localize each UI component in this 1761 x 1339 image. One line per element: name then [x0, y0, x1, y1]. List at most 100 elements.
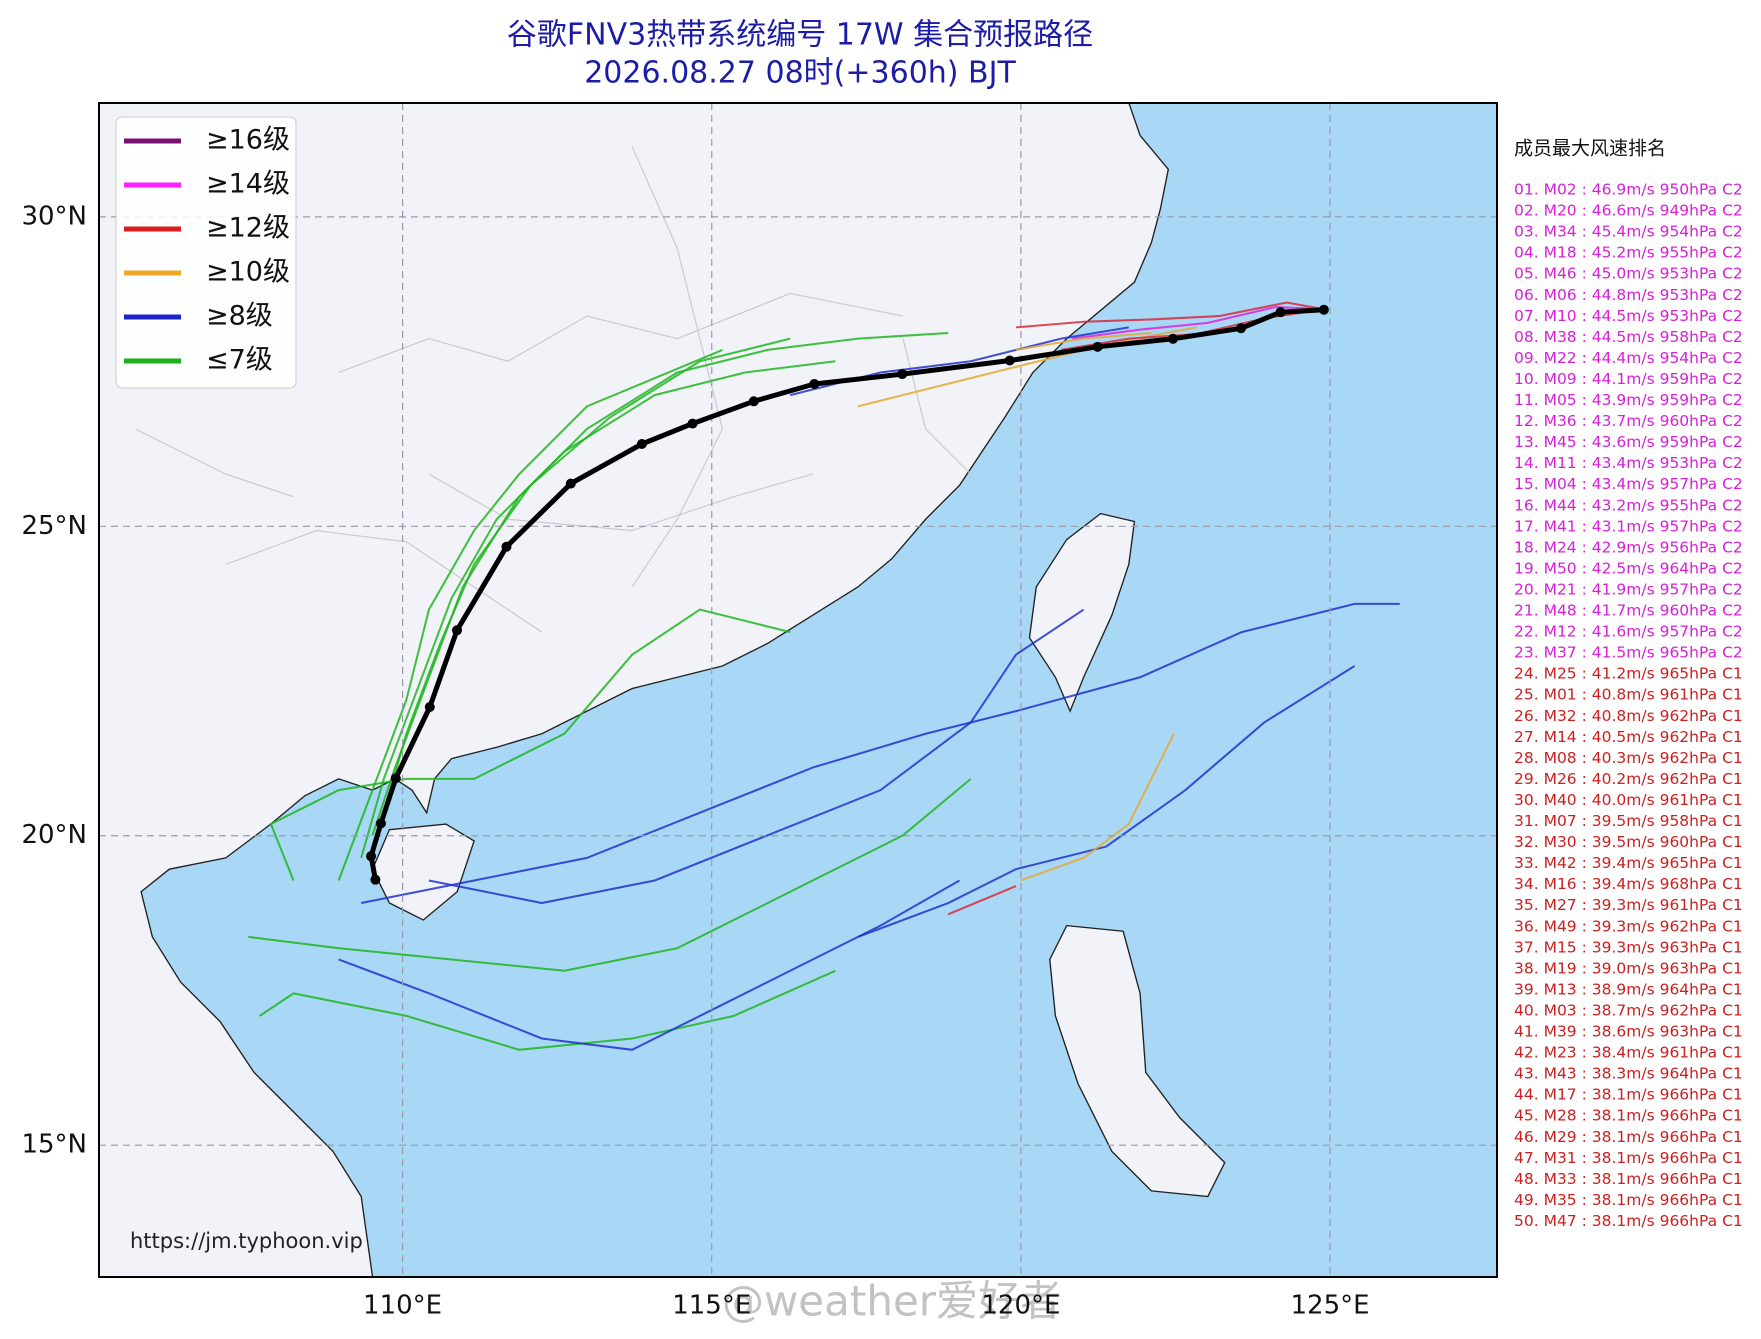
legend-label: ≤7级: [206, 345, 273, 376]
y-tick-label: 15°N: [21, 1130, 87, 1160]
map-frame: [98, 102, 1498, 1278]
mean-track-point: [1318, 304, 1329, 315]
luzon: [1049, 924, 1226, 1198]
ranking-item: 15. M04 : 43.4m/s 957hPa C2: [1514, 475, 1743, 493]
legend-label: ≥16级: [206, 125, 290, 156]
ranking-item: 33. M42 : 39.4m/s 965hPa C1: [1514, 854, 1743, 872]
province-borders: [135, 146, 972, 633]
ranking-item: 19. M50 : 42.5m/s 964hPa C2: [1514, 559, 1743, 577]
ranking-item: 08. M38 : 44.5m/s 958hPa C2: [1514, 328, 1743, 346]
ranking-item: 50. M47 : 38.1m/s 966hPa C1: [1514, 1212, 1743, 1230]
ranking-item: 14. M11 : 43.4m/s 953hPa C2: [1514, 454, 1743, 472]
x-tick-label: 120°E: [981, 1291, 1060, 1321]
ranking-item: 07. M10 : 44.5m/s 953hPa C2: [1514, 307, 1743, 325]
ranking-item: 26. M32 : 40.8m/s 962hPa C1: [1514, 707, 1743, 725]
mean-track-point: [636, 438, 647, 449]
ranking-item: 21. M48 : 41.7m/s 960hPa C2: [1514, 602, 1743, 620]
map-area: [99, 103, 1497, 1277]
mean-track-point: [501, 541, 512, 552]
ranking-item: 10. M09 : 44.1m/s 959hPa C2: [1514, 370, 1743, 388]
ranking-item: 30. M40 : 40.0m/s 961hPa C1: [1514, 791, 1743, 809]
taiwan: [1028, 512, 1136, 713]
ranking-item: 04. M18 : 45.2m/s 955hPa C2: [1514, 244, 1743, 262]
ranking-item: 34. M16 : 39.4m/s 968hPa C1: [1514, 875, 1743, 893]
ranking-item: 17. M41 : 43.1m/s 957hPa C2: [1514, 517, 1743, 535]
legend: ≥16级 ≥14级 ≥12级 ≥10级 ≥8级 ≤7级: [115, 116, 297, 389]
legend-label: ≥14级: [206, 169, 290, 200]
mean-track-point: [1168, 333, 1179, 344]
mean-track-point: [366, 851, 377, 862]
x-tick-label: 115°E: [672, 1291, 751, 1321]
ranking-item: 41. M39 : 38.6m/s 963hPa C1: [1514, 1023, 1743, 1041]
ranking-item: 18. M24 : 42.9m/s 956hPa C2: [1514, 538, 1743, 556]
ranking-item: 49. M35 : 38.1m/s 966hPa C1: [1514, 1191, 1743, 1209]
ranking-item: 37. M15 : 39.3m/s 963hPa C1: [1514, 938, 1743, 956]
ranking-item: 05. M46 : 45.0m/s 953hPa C2: [1514, 265, 1743, 283]
ranking-item: 48. M33 : 38.1m/s 966hPa C1: [1514, 1170, 1743, 1188]
ranking-item: 42. M23 : 38.4m/s 961hPa C1: [1514, 1044, 1743, 1062]
ranking-item: 39. M13 : 38.9m/s 964hPa C1: [1514, 980, 1743, 998]
mean-track-point: [452, 625, 463, 636]
ranking-item: 22. M12 : 41.6m/s 957hPa C2: [1514, 623, 1743, 641]
ranking-item: 28. M08 : 40.3m/s 962hPa C1: [1514, 749, 1743, 767]
ranking-item: 36. M49 : 39.3m/s 962hPa C1: [1514, 917, 1743, 935]
ranking-item: 13. M45 : 43.6m/s 959hPa C2: [1514, 433, 1743, 451]
mean-track-point: [687, 418, 698, 429]
mean-track-point: [897, 369, 908, 380]
mean-track-point: [375, 818, 386, 829]
mean-track: [366, 304, 1329, 885]
watermark: @weather爱好者: [722, 1277, 1062, 1326]
ranking-item: 46. M29 : 38.1m/s 966hPa C1: [1514, 1128, 1743, 1146]
ranking-item: 09. M22 : 44.4m/s 954hPa C2: [1514, 349, 1743, 367]
ranking-list: 01. M02 : 46.9m/s 950hPa C2 02. M20 : 46.…: [1514, 181, 1743, 1230]
mean-track-point: [809, 378, 820, 389]
ranking-item: 40. M03 : 38.7m/s 962hPa C1: [1514, 1001, 1743, 1019]
ranking-item: 43. M43 : 38.3m/s 964hPa C1: [1514, 1065, 1743, 1083]
title: 谷歌FNV3热带系统编号 17W 集合预报路径: [507, 18, 1093, 53]
subtitle: 2026.08.27 08时(+360h) BJT: [584, 56, 1016, 91]
y-tick-label: 25°N: [21, 511, 87, 541]
ranking-item: 25. M01 : 40.8m/s 961hPa C1: [1514, 686, 1743, 704]
mean-track-point: [565, 478, 576, 489]
ranking-item: 35. M27 : 39.3m/s 961hPa C1: [1514, 896, 1743, 914]
ranking-item: 06. M06 : 44.8m/s 953hPa C2: [1514, 286, 1743, 304]
mean-track-point: [1275, 307, 1286, 318]
x-tick-label: 110°E: [363, 1291, 442, 1321]
legend-label: ≥8级: [206, 301, 273, 332]
mean-track-point: [424, 702, 435, 713]
legend-label: ≥10级: [206, 257, 290, 288]
mean-track-point: [1092, 341, 1103, 352]
legend-label: ≥12级: [206, 213, 290, 244]
mean-track-point: [1004, 355, 1015, 366]
ranking-item: 44. M17 : 38.1m/s 966hPa C1: [1514, 1086, 1743, 1104]
ranking-item: 31. M07 : 39.5m/s 958hPa C1: [1514, 812, 1743, 830]
geography: [99, 103, 1400, 1277]
mean-track-point: [1236, 323, 1247, 334]
ranking-item: 02. M20 : 46.6m/s 949hPa C2: [1514, 202, 1743, 220]
ranking-item: 16. M44 : 43.2m/s 955hPa C2: [1514, 496, 1743, 514]
ranking-item: 38. M19 : 39.0m/s 963hPa C1: [1514, 959, 1743, 977]
ranking-item: 11. M05 : 43.9m/s 959hPa C2: [1514, 391, 1743, 409]
y-tick-label: 20°N: [21, 820, 87, 850]
ranking-item: 29. M26 : 40.2m/s 962hPa C1: [1514, 770, 1743, 788]
ranking-item: 23. M37 : 41.5m/s 965hPa C2: [1514, 644, 1743, 662]
mean-track-point: [748, 396, 759, 407]
ranking-item: 20. M21 : 41.9m/s 957hPa C2: [1514, 580, 1743, 598]
ensemble-tracks: [248, 301, 1400, 1051]
ranking-item: 12. M36 : 43.7m/s 960hPa C2: [1514, 412, 1743, 430]
ranking-item: 27. M14 : 40.5m/s 962hPa C1: [1514, 728, 1743, 746]
source-url: https://jm.typhoon.vip: [130, 1229, 363, 1253]
ranking-item: 24. M25 : 41.2m/s 965hPa C1: [1514, 665, 1743, 683]
ranking-item: 45. M28 : 38.1m/s 966hPa C1: [1514, 1107, 1743, 1125]
ranking-item: 01. M02 : 46.9m/s 950hPa C2: [1514, 181, 1743, 199]
ranking-title: 成员最大风速排名: [1514, 138, 1666, 160]
ranking-item: 32. M30 : 39.5m/s 960hPa C1: [1514, 833, 1743, 851]
ranking-item: 47. M31 : 38.1m/s 966hPa C1: [1514, 1149, 1743, 1167]
mean-track-point: [390, 773, 401, 784]
mean-track-point: [370, 874, 381, 885]
x-tick-label: 125°E: [1291, 1291, 1370, 1321]
grid: [99, 103, 1497, 1277]
ranking-item: 03. M34 : 45.4m/s 954hPa C2: [1514, 223, 1743, 241]
y-tick-label: 30°N: [21, 201, 87, 231]
